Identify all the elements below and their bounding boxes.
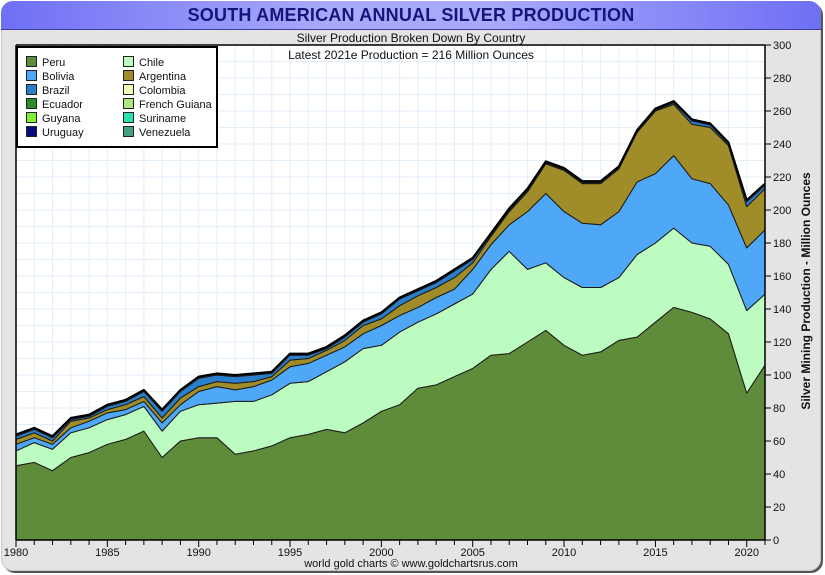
x-tick-label: 1985 [95, 547, 119, 559]
y-tick-label: 80 [773, 403, 785, 415]
legend-label: Bolivia [42, 71, 75, 83]
legend-item-french-guiana: French Guiana [123, 98, 212, 111]
legend-label: Brazil [42, 85, 70, 97]
legend-label: Uruguay [42, 127, 84, 139]
chart-annotation: Latest 2021e Production = 216 Million Ou… [288, 48, 534, 62]
x-tick-label: 1980 [4, 547, 28, 559]
legend-label: Ecuador [42, 99, 83, 111]
legend-item-uruguay: Uruguay [26, 126, 84, 139]
x-tick-label: 2000 [369, 547, 393, 559]
x-tick-label: 2010 [552, 547, 576, 559]
legend-label: Peru [42, 57, 66, 69]
y-tick-label: 0 [773, 535, 779, 547]
legend-swatch [26, 84, 37, 95]
y-tick-label: 220 [773, 172, 791, 184]
y-tick-label: 60 [773, 436, 785, 448]
legend-item-guyana: Guyana [26, 112, 81, 125]
y-tick-label: 140 [773, 304, 791, 316]
x-tick-label: 1990 [186, 547, 210, 559]
legend-swatch [26, 56, 37, 67]
chart-subtitle: Silver Production Broken Down By Country [296, 31, 526, 45]
legend-swatch [26, 126, 37, 137]
legend-swatch [123, 56, 134, 67]
y-axis-label: Silver Mining Production - Million Ounce… [799, 172, 813, 410]
x-tick-label: 2020 [734, 547, 758, 559]
legend-swatch [123, 70, 134, 81]
title-bar [1, 1, 821, 30]
axes [15, 44, 766, 541]
legend-label: Guyana [42, 113, 81, 125]
y-tick-label: 40 [773, 469, 785, 481]
legend-item-bolivia: Bolivia [26, 70, 74, 83]
series-areas [15, 100, 766, 541]
y-tick-label: 260 [773, 106, 791, 118]
y-tick-label: 180 [773, 238, 791, 250]
legend-item-peru: Peru [26, 56, 65, 69]
x-axis-ticks: 1980 1985 1990 1995 2000 2005 2010 2015 2020 [4, 540, 766, 559]
legend-swatch [26, 112, 37, 123]
legend-label: Suriname [139, 113, 187, 125]
legend-label: French Guiana [139, 99, 212, 111]
legend-swatch [123, 98, 134, 109]
y-tick-label: 200 [773, 205, 791, 217]
legend-label: Colombia [139, 85, 186, 97]
y-tick-label: 20 [773, 502, 785, 514]
legend-item-suriname: Suriname [123, 112, 186, 125]
legend-item-chile: Chile [123, 56, 164, 69]
legend-label: Chile [139, 57, 165, 69]
legend-swatch [123, 84, 134, 95]
y-axis-ticks: 0 20 40 60 80 100 120 140 160 180 200 220 240 260 280 3… [765, 40, 791, 547]
x-tick-label: 1995 [278, 547, 302, 559]
legend-item-ecuador: Ecuador [26, 98, 83, 111]
y-tick-label: 300 [773, 40, 791, 52]
footer-credit: world gold charts © www.goldchartsrus.co… [304, 558, 518, 570]
legend-item-venezuela: Venezuela [123, 126, 190, 139]
legend-item-argentina: Argentina [123, 70, 186, 83]
y-tick-label: 120 [773, 337, 791, 349]
x-tick-label: 2015 [643, 547, 667, 559]
y-tick-label: 160 [773, 271, 791, 283]
y-tick-label: 280 [773, 73, 791, 85]
legend-label: Argentina [139, 71, 187, 83]
legend-swatch [123, 126, 134, 137]
legend-swatch [123, 112, 134, 123]
legend-item-brazil: Brazil [26, 84, 70, 97]
total-outline [15, 100, 766, 438]
legend: Peru Chile Bolivia Argentina Brazil Colombia E… [17, 47, 217, 147]
chart-title: SOUTH AMERICAN ANNUAL SILVER PRODUCTION [187, 5, 635, 25]
y-tick-label: 100 [773, 370, 791, 382]
legend-swatch [26, 70, 37, 81]
legend-swatch [26, 98, 37, 109]
y-tick-label: 240 [773, 139, 791, 151]
legend-label: Venezuela [139, 127, 191, 139]
legend-item-colombia: Colombia [123, 84, 185, 97]
x-tick-label: 2005 [460, 547, 484, 559]
